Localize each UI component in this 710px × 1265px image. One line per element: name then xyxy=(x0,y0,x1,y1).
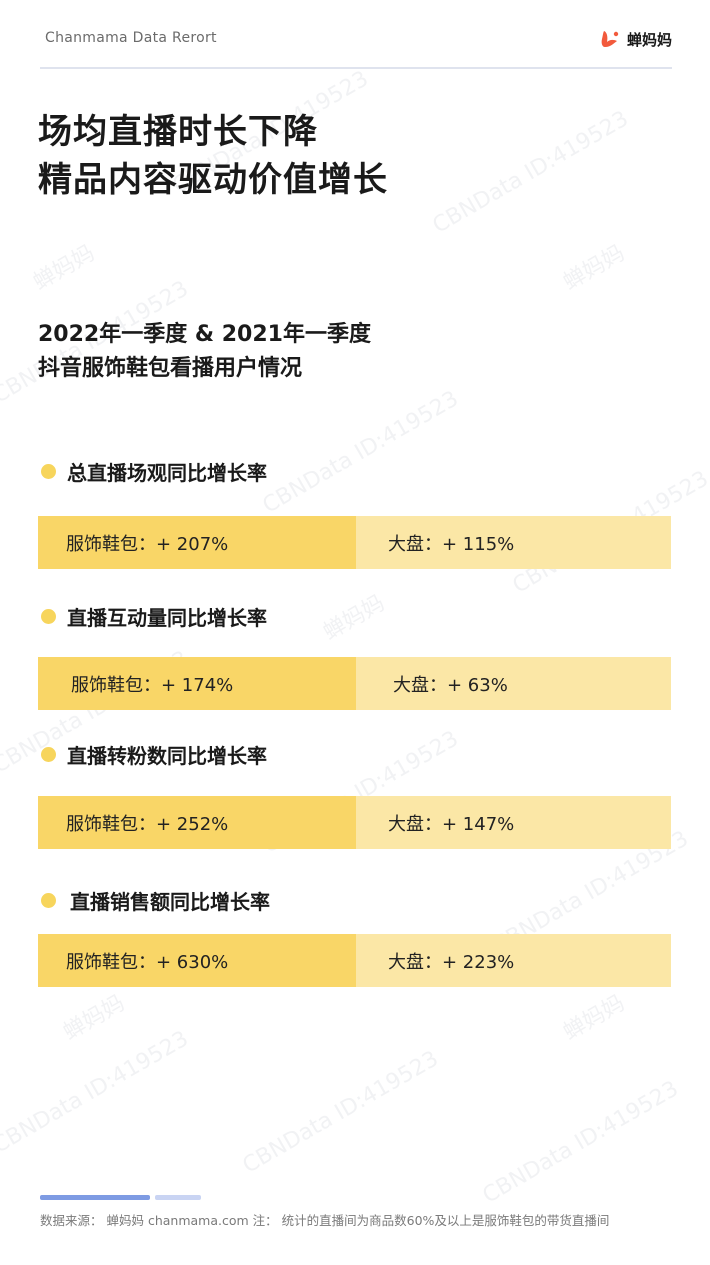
page-title: 场均直播时长下降 精品内容驱动价值增长 xyxy=(38,108,678,204)
cicada-logo-icon xyxy=(601,28,621,50)
stat-row: 服饰鞋包：+ 630% 大盘：+ 223% xyxy=(38,934,671,987)
stat-category-value: 服饰鞋包：+ 174% xyxy=(38,657,356,710)
page-title-line-2: 精品内容驱动价值增长 xyxy=(38,160,388,200)
header-divider xyxy=(40,67,672,69)
stat-row: 服饰鞋包：+ 252% 大盘：+ 147% xyxy=(38,796,671,849)
stat-section-interactions: 直播互动量同比增长率 服饰鞋包：+ 174% 大盘：+ 63% xyxy=(38,601,671,716)
section-heading-text: 直播转粉数同比增长率 xyxy=(67,743,267,768)
bullet-dot-icon xyxy=(41,608,56,624)
page-title-line-1: 场均直播时长下降 xyxy=(38,112,318,152)
watermark: 蝉妈妈 xyxy=(29,240,100,296)
subtitle-line-2: 抖音服饰鞋包看播用户情况 xyxy=(38,356,303,381)
bullet-dot-icon xyxy=(41,463,56,479)
section-heading: 直播销售额同比增长率 xyxy=(38,885,671,915)
stat-category-value: 服饰鞋包：+ 207% xyxy=(38,516,356,569)
section-heading: 总直播场观同比增长率 xyxy=(38,456,671,486)
stat-section-views: 总直播场观同比增长率 服饰鞋包：+ 207% 大盘：+ 115% xyxy=(38,456,671,571)
section-heading-text: 直播互动量同比增长率 xyxy=(67,605,267,630)
watermark: CBNData ID:419523 xyxy=(478,1076,683,1209)
watermark: CBNData ID:419523 xyxy=(238,1046,443,1179)
stat-row: 服饰鞋包：+ 207% 大盘：+ 115% xyxy=(38,516,671,569)
header-brand: Chanmama Data Rerort xyxy=(45,30,217,46)
footer-bar-primary xyxy=(40,1195,150,1200)
stat-market-value: 大盘：+ 63% xyxy=(356,657,671,710)
section-subtitle: 2022年一季度 & 2021年一季度 抖音服饰鞋包看播用户情况 xyxy=(38,318,678,386)
brand-logo: 蝉妈妈 xyxy=(601,28,672,50)
footer-bar-secondary xyxy=(155,1195,201,1200)
stat-market-value: 大盘：+ 147% xyxy=(356,796,671,849)
stat-category-value: 服饰鞋包：+ 630% xyxy=(38,934,356,987)
logo-text: 蝉妈妈 xyxy=(626,30,672,49)
watermark: CBNData ID:419523 xyxy=(0,1026,193,1159)
subtitle-line-1: 2022年一季度 & 2021年一季度 xyxy=(38,322,371,347)
footer-accent-bars xyxy=(40,1195,201,1200)
stat-market-value: 大盘：+ 115% xyxy=(356,516,671,569)
stat-section-sales: 直播销售额同比增长率 服饰鞋包：+ 630% 大盘：+ 223% xyxy=(38,885,671,1000)
bullet-dot-icon xyxy=(41,746,56,762)
section-heading-text: 直播销售额同比增长率 xyxy=(70,889,270,914)
section-heading-text: 总直播场观同比增长率 xyxy=(67,460,267,485)
stat-category-value: 服饰鞋包：+ 252% xyxy=(38,796,356,849)
stat-market-value: 大盘：+ 223% xyxy=(356,934,671,987)
section-heading: 直播互动量同比增长率 xyxy=(38,601,671,631)
footer-source-note: 数据来源： 蝉妈妈 chanmama.com 注： 统计的直播间为商品数60%及… xyxy=(40,1213,610,1228)
stat-section-followers: 直播转粉数同比增长率 服饰鞋包：+ 252% 大盘：+ 147% xyxy=(38,739,671,854)
bullet-dot-icon xyxy=(41,892,56,908)
watermark: 蝉妈妈 xyxy=(559,240,630,296)
section-heading: 直播转粉数同比增长率 xyxy=(38,739,671,769)
stat-row: 服饰鞋包：+ 174% 大盘：+ 63% xyxy=(38,657,671,710)
